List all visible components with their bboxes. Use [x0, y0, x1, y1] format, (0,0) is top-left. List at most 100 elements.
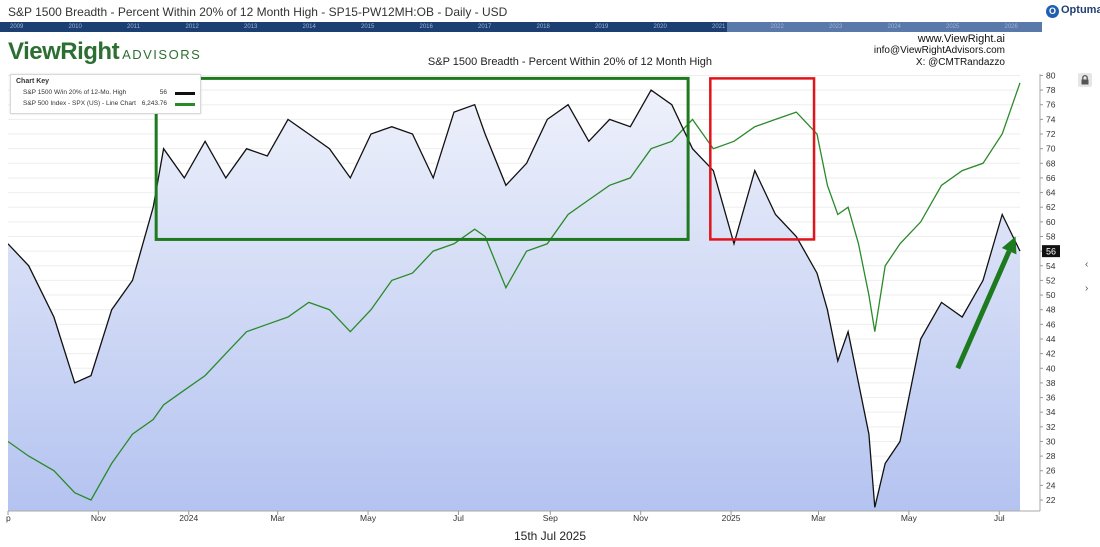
spx-point [204, 374, 207, 377]
breadth-point [884, 462, 887, 465]
breadth-point [52, 316, 55, 319]
spx-point [587, 198, 590, 201]
breadth-point [712, 169, 715, 172]
breadth-point [411, 133, 414, 136]
red-annotation-box [709, 77, 816, 241]
spx-point [7, 440, 10, 443]
optuma-brand: O Optuma [1046, 4, 1100, 20]
spx-point [504, 286, 507, 289]
breadth-point [608, 118, 611, 121]
key-value-spx: 6,243.76 [141, 100, 167, 107]
spx-point [940, 184, 943, 187]
navigator-year-label: 2015 [361, 24, 375, 30]
breadth-point [266, 154, 269, 157]
breadth-point [919, 337, 922, 340]
spx-point [525, 250, 528, 253]
chart-key-title: Chart Key [16, 78, 50, 85]
spx-point [733, 140, 736, 143]
y-tick-label: 48 [1046, 305, 1056, 315]
timeline-navigator[interactable]: 2009 2010 2011 2012 2013 2014 2015 2016 2017 2018… [0, 22, 1042, 32]
contact-email: info@ViewRightAdvisors.com [873, 45, 1005, 56]
breadth-point [587, 140, 590, 143]
scroll-right-icon[interactable]: › [1085, 283, 1089, 294]
chart-key: Chart Key S&P 1500 W/in 20% of 12-Mo. Hi… [10, 74, 201, 114]
breadth-point [224, 176, 227, 179]
spx-point [152, 418, 155, 421]
spx-point [836, 213, 839, 216]
spx-point [650, 147, 653, 150]
breadth-point [961, 316, 964, 319]
key-swatch-spx [175, 103, 195, 106]
x-tick-label: Jul [994, 513, 1005, 523]
y-tick-label: 58 [1046, 232, 1056, 242]
breadth-point [1019, 250, 1022, 253]
key-label-spx: S&P 500 Index - SPX (US) - Line Chart [23, 100, 136, 107]
x-tick-label: May [360, 513, 377, 523]
breadth-point [836, 359, 839, 362]
navigator-year-label: 2011 [127, 24, 140, 30]
x-tick-label: 2025 [722, 513, 741, 523]
last-value-box [1042, 245, 1060, 258]
x-tick-label: Mar [811, 513, 826, 523]
spx-point [795, 111, 798, 114]
x-tick-label: May [901, 513, 918, 523]
navigator-year-label: 2026 [1004, 24, 1018, 30]
arrow-shaft [955, 250, 1012, 370]
spx-point [867, 294, 870, 297]
spx-point [484, 235, 487, 238]
y-tick-label: 78 [1046, 85, 1056, 95]
breadth-point [183, 176, 186, 179]
navigator-visible-range[interactable] [727, 22, 1042, 32]
spx-point [608, 184, 611, 187]
y-tick-label: 74 [1046, 114, 1056, 124]
breadth-point [452, 111, 455, 114]
y-tick-label: 62 [1046, 202, 1056, 212]
breadth-point [89, 374, 92, 377]
breadth-point [152, 206, 155, 209]
breadth-point [847, 330, 850, 333]
spx-point [546, 242, 549, 245]
spx-point [27, 455, 30, 458]
y-axis: 22 24 26 28 30 32 34 36 38 40 42 44 46 48 50 52 54 56 58 60… [1039, 70, 1056, 511]
breadth-point [898, 440, 901, 443]
spx-point [89, 499, 92, 502]
breadth-point [753, 169, 756, 172]
navigator-year-label: 2019 [595, 24, 609, 30]
breadth-line[interactable] [8, 89, 1021, 508]
spx-point [629, 176, 632, 179]
y-tick-label: 42 [1046, 349, 1056, 359]
viewright-logo: ViewRight ADVISORS [8, 38, 201, 68]
lock-icon[interactable] [1078, 73, 1092, 87]
breadth-point [162, 147, 165, 150]
spx-point [349, 330, 352, 333]
navigator-year-label: 2025 [946, 24, 960, 30]
spx-point [961, 169, 964, 172]
breadth-point [981, 279, 984, 282]
spx-point [110, 462, 113, 465]
spx-point [131, 433, 134, 436]
scroll-left-icon[interactable]: ‹ [1085, 259, 1089, 270]
logo-main-text: ViewRight [8, 38, 120, 65]
spx-point [307, 301, 310, 304]
spx-line[interactable] [8, 82, 1021, 501]
navigator-year-label: 2013 [244, 24, 258, 30]
spx-point [898, 242, 901, 245]
optuma-logo-icon: O [1046, 5, 1059, 18]
y-tick-label: 26 [1046, 466, 1056, 476]
y-tick-label: 34 [1046, 407, 1056, 417]
footer-date: 15th Jul 2025 [513, 529, 587, 543]
breadth-point [27, 264, 30, 267]
spx-point [473, 228, 476, 231]
spx-point [328, 308, 331, 311]
breadth-point [525, 162, 528, 165]
navigator-year-label: 2014 [302, 24, 316, 30]
navigator-year-label: 2023 [829, 24, 843, 30]
breadth-point [110, 308, 113, 311]
spx-point [432, 250, 435, 253]
navigator-year-label: 2017 [478, 24, 492, 30]
spx-point [816, 133, 819, 136]
y-tick-label: 54 [1046, 261, 1056, 271]
spx-point [1019, 81, 1022, 84]
spx-point [670, 140, 673, 143]
